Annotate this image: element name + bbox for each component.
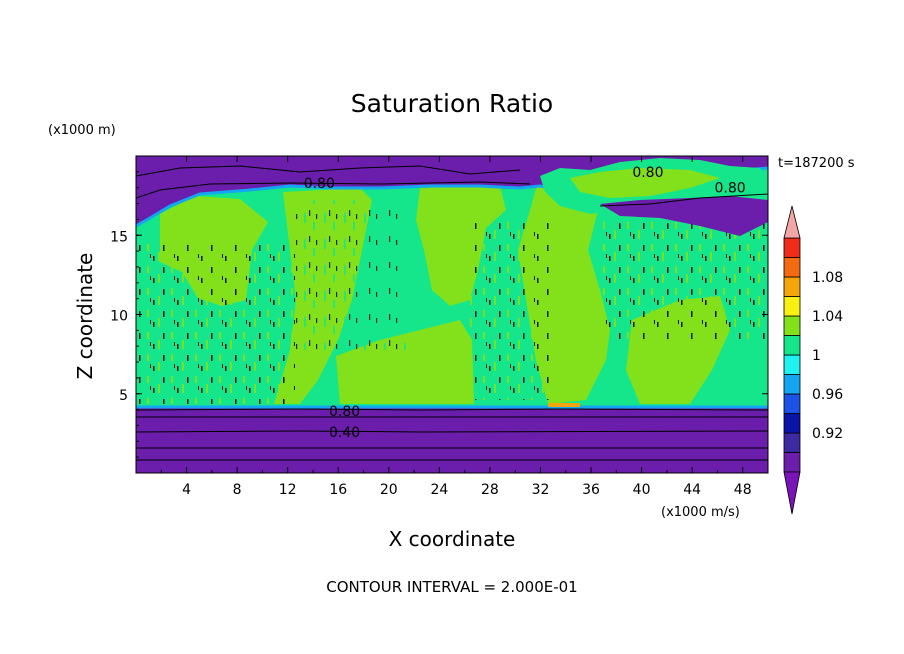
colorbar-swatch bbox=[783, 296, 801, 317]
colorbar-label: 1.04 bbox=[812, 309, 843, 325]
time-label: t=187200 s bbox=[778, 156, 855, 171]
field-speckle bbox=[600, 220, 768, 340]
colorbar-swatch bbox=[783, 452, 801, 473]
field-region bbox=[600, 196, 768, 236]
x-tick-label: 16 bbox=[329, 482, 347, 498]
contour-label: 0.80 bbox=[304, 176, 335, 192]
colorbar-over-triangle bbox=[783, 205, 801, 239]
x-tick-label: 28 bbox=[481, 482, 499, 498]
colorbar-swatch bbox=[783, 374, 801, 395]
y-tick-label: 10 bbox=[110, 309, 128, 325]
colorbar-swatch bbox=[783, 393, 801, 414]
colorbar-swatch bbox=[783, 257, 801, 278]
field-region bbox=[336, 320, 474, 404]
x-tick-label: 36 bbox=[582, 482, 600, 498]
contour-line bbox=[599, 193, 768, 207]
saturation-field bbox=[136, 156, 768, 473]
contour-line bbox=[136, 165, 521, 177]
contour-labels: 0.80 0.80 0.80 0.80 0.40 bbox=[304, 165, 746, 441]
field-region bbox=[570, 168, 720, 198]
x-tick-label: 4 bbox=[182, 482, 191, 498]
x-tick-label: 20 bbox=[380, 482, 398, 498]
colorbar-swatch bbox=[783, 354, 801, 375]
contour-interval-footer: CONTOUR INTERVAL = 2.000E-01 bbox=[326, 578, 577, 596]
contour-line bbox=[136, 408, 768, 411]
field-supersat-patch bbox=[548, 403, 580, 407]
field-speckle bbox=[470, 220, 550, 400]
x-tick-label: 48 bbox=[734, 482, 752, 498]
contour-label: 0.80 bbox=[714, 181, 745, 197]
y-units-label: (x1000 m) bbox=[48, 123, 116, 138]
colorbar-label: 1.08 bbox=[812, 270, 843, 286]
colorbar-swatch bbox=[783, 315, 801, 336]
field-lower-dry bbox=[136, 407, 768, 473]
x-tick-label: 44 bbox=[683, 482, 701, 498]
colorbar-label: 1 bbox=[812, 348, 821, 364]
y-tick-label: 15 bbox=[110, 229, 128, 245]
y-tick-label: 5 bbox=[119, 388, 128, 404]
contour-line bbox=[136, 430, 768, 433]
contour-label: 0.80 bbox=[632, 165, 663, 181]
x-axis-label: X coordinate bbox=[389, 527, 516, 551]
colorbar-swatch bbox=[783, 276, 801, 297]
contour-label: 0.80 bbox=[329, 404, 360, 420]
colorbar-label: 0.92 bbox=[812, 426, 843, 442]
x-tick-label: 8 bbox=[233, 482, 242, 498]
x-tick-label: 24 bbox=[430, 482, 448, 498]
chart-title: Saturation Ratio bbox=[351, 89, 553, 118]
x-units-label: (x1000 m/s) bbox=[661, 505, 740, 520]
field-region bbox=[416, 186, 506, 306]
x-tick-label: 32 bbox=[532, 482, 550, 498]
contour-label: 0.40 bbox=[329, 425, 360, 441]
colorbar-label: 0.96 bbox=[812, 387, 843, 403]
field-speckle bbox=[296, 200, 406, 350]
colorbar-swatch bbox=[783, 432, 801, 453]
field-speckle bbox=[136, 240, 296, 404]
colorbar-under-triangle bbox=[783, 471, 801, 515]
contour-line bbox=[136, 181, 531, 199]
x-tick-label: 12 bbox=[279, 482, 297, 498]
colorbar-swatch bbox=[783, 413, 801, 434]
y-axis-ticks: 5 10 15 bbox=[110, 171, 768, 458]
x-axis-ticks: 4 8 12 16 20 24 28 32 36 40 44 48 bbox=[160, 156, 752, 498]
colorbar-swatch bbox=[783, 237, 801, 258]
colorbar: 0.92 0.96 1 1.04 1.08 bbox=[783, 205, 843, 515]
y-axis-label: Z coordinate bbox=[73, 253, 97, 380]
x-tick-label: 40 bbox=[633, 482, 651, 498]
colorbar-swatch bbox=[783, 335, 801, 356]
